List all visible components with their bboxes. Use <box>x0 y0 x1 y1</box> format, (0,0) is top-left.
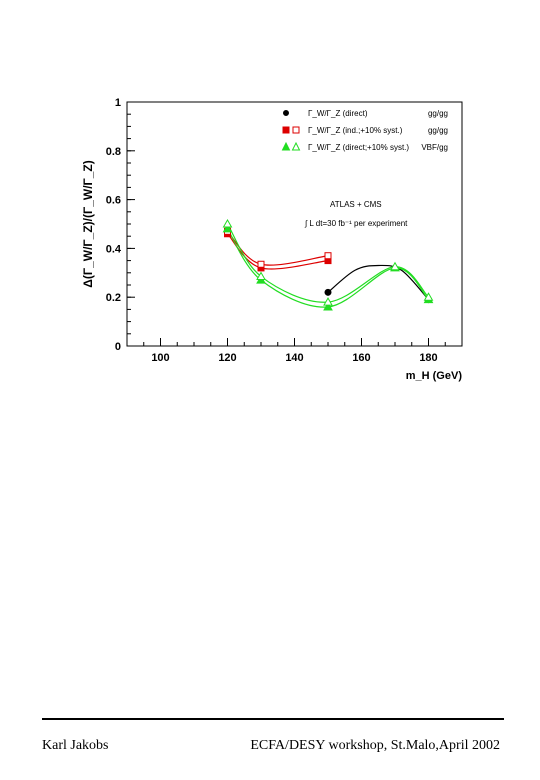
data-point-triangle <box>323 297 333 306</box>
legend-label: Γ_W/Γ_Z (direct) <box>308 109 368 118</box>
legend-channel: gg/gg <box>428 109 448 118</box>
legend-marker-open <box>292 126 300 134</box>
legend-label: Γ_W/Γ_Z (ind.;+10% syst.) <box>308 126 403 135</box>
y-tick-label: 1 <box>115 97 121 109</box>
y-tick-label: 0 <box>115 341 121 353</box>
x-tick-label: 120 <box>218 352 236 364</box>
y-axis-label: Δ(Γ_W/Γ_Z)/(Γ_W/Γ_Z) <box>81 160 95 287</box>
y-tick-label: 0.2 <box>106 292 121 304</box>
footer-event: ECFA/DESY workshop, St.Malo,April 2002 <box>250 738 500 753</box>
footer-rule <box>42 718 504 720</box>
legend-channel: gg/gg <box>428 126 448 135</box>
data-point-circle <box>324 288 332 296</box>
x-tick-label: 140 <box>285 352 303 364</box>
legend-channel: VBF/gg <box>421 143 448 152</box>
legend-marker-filled <box>283 110 289 116</box>
x-axis-label: m_H (GeV) <box>406 370 463 382</box>
annotation-luminosity: ∫ L dt=30 fb⁻¹ per experiment <box>304 219 408 228</box>
legend-marker-filled <box>282 126 290 134</box>
y-tick-label: 0.4 <box>106 243 122 255</box>
data-point-triangle <box>390 261 400 271</box>
annotation-experiment: ATLAS + CMS <box>330 200 382 209</box>
legend-marker-open <box>291 141 301 151</box>
data-point-square <box>324 252 332 260</box>
y-tick-label: 0.8 <box>106 146 121 158</box>
data-point-triangle <box>222 223 233 233</box>
axis-ticks: 0 0.2 0.4 0.6 0.8 1 100 120 140 160 180 <box>106 97 463 364</box>
legend: Γ_W/Γ_Z (direct) gg/gg Γ_W/Γ_Z (ind.;+10% … <box>281 109 448 152</box>
legend-marker-filled <box>281 141 291 151</box>
data-point-triangle <box>423 292 434 301</box>
data-point-triangle <box>256 271 266 280</box>
data-markers <box>222 218 434 311</box>
data-point-triangle <box>323 301 333 311</box>
data-point-triangle <box>222 218 233 228</box>
fit-curve-0 <box>327 264 429 301</box>
chart: 0 0.2 0.4 0.6 0.8 1 100 120 140 160 180 Δ(Γ_W/Γ_Z)… <box>81 97 463 382</box>
footer-author: Karl Jakobs <box>42 738 109 753</box>
x-tick-label: 180 <box>419 352 437 364</box>
legend-label: Γ_W/Γ_Z (direct;+10% syst.) <box>308 143 409 152</box>
plot-frame <box>126 101 463 347</box>
fit-curve-2 <box>227 230 329 266</box>
y-tick-label: 0.6 <box>106 195 121 207</box>
data-point-square <box>257 260 265 268</box>
x-tick-label: 100 <box>151 352 169 364</box>
x-tick-label: 160 <box>352 352 370 364</box>
